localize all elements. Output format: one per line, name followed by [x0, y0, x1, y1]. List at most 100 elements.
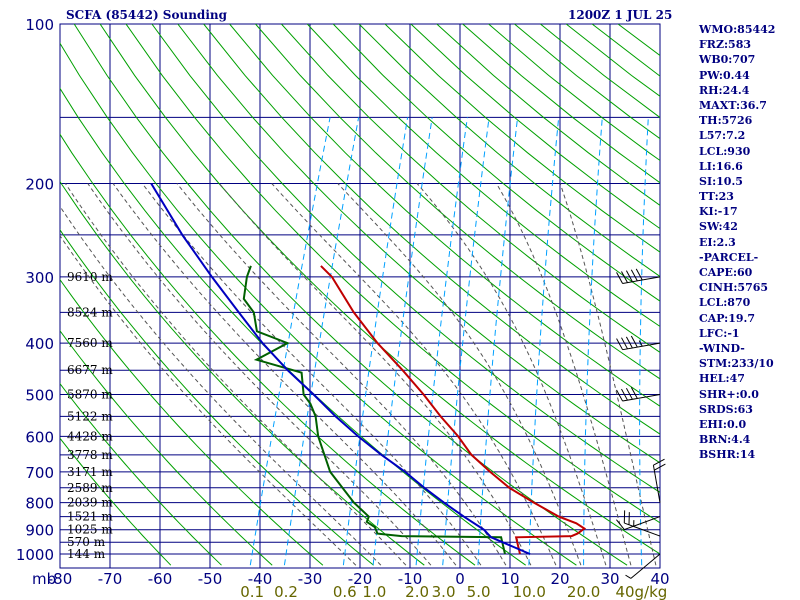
mixing-ratio-label: 0.1 [240, 583, 264, 600]
moist-adiabat-line [64, 183, 407, 566]
index-item: SI:10.5 [699, 174, 743, 188]
index-item: HEL:47 [699, 372, 745, 386]
dry-adiabat-line [125, 24, 660, 524]
wind-barb [616, 516, 661, 531]
moist-adiabat-line [559, 183, 657, 566]
height-label: 5870 m [67, 387, 113, 401]
height-label: 7560 m [67, 336, 113, 350]
wind-barb [625, 553, 661, 579]
height-label: 570 m [67, 535, 106, 549]
height-label: 9610 m [67, 270, 113, 284]
index-item: TH:5726 [699, 114, 753, 128]
moist-adiabat-line [87, 183, 432, 566]
moist-adiabat-line [496, 183, 632, 566]
index-item: TT:23 [699, 190, 734, 204]
temperature-tick-label: 30 [600, 570, 619, 588]
dry-adiabat-line [60, 437, 172, 566]
moist-adiabat-line [271, 183, 557, 566]
height-label: 3778 m [67, 448, 113, 462]
mixing-ratio-line [528, 117, 560, 566]
index-item: MAXT:36.7 [699, 98, 767, 112]
mixing-ratio-label: 5.0 [467, 583, 491, 600]
pressure-tick-label: 400 [25, 335, 54, 353]
height-label: 3171 m [67, 465, 113, 479]
station-title: SCFA (85442) Sounding [66, 8, 227, 22]
mixing-ratio-line [415, 117, 468, 566]
height-label: 8524 m [67, 305, 113, 319]
index-item: -WIND- [699, 341, 745, 355]
temperature-profile-line [320, 265, 587, 555]
moist-adiabat-line [337, 183, 582, 566]
index-item: WMO:85442 [699, 23, 776, 36]
index-item: EI:2.3 [699, 235, 736, 249]
height-label: 2589 m [67, 481, 113, 495]
mixing-ratio-line [442, 117, 490, 566]
height-label: 2039 m [67, 496, 113, 510]
index-item: -PARCEL- [699, 250, 759, 264]
dry-adiabat-line [203, 24, 660, 435]
dry-adiabat-line [99, 24, 660, 555]
dry-adiabat-line [60, 180, 425, 566]
moist-adiabat-line [141, 183, 482, 566]
dry-adiabat-line [177, 24, 660, 464]
sounding-profiles [150, 182, 587, 555]
index-item: SW:42 [699, 220, 738, 234]
moist-adiabat-line [176, 183, 507, 566]
pressure-tick-label: 700 [25, 464, 54, 482]
temperature-tick-label: -10 [398, 570, 423, 588]
mixing-ratio-label: 20.0 [567, 583, 600, 600]
temperature-tick-label: -40 [248, 570, 273, 588]
dry-adiabat-line [60, 278, 324, 566]
index-item: LCL:930 [699, 144, 751, 158]
index-item: LFC:-1 [699, 326, 740, 340]
index-item: RH:24.4 [699, 83, 750, 97]
parcel-profile-line [150, 182, 531, 555]
index-item: BSHR:14 [699, 448, 756, 462]
height-label: 144 m [67, 547, 106, 561]
pressure-tick-label: 800 [25, 495, 54, 513]
valid-time: 1200Z 1 JUL 25 [568, 8, 673, 22]
dry-adiabat-line [60, 133, 476, 566]
index-item: WB0:707 [699, 53, 756, 67]
index-item: CAPE:60 [699, 266, 753, 279]
temperature-tick-label: -60 [148, 570, 173, 588]
temperature-tick-label: -20 [348, 570, 373, 588]
mixing-ratio-line [342, 117, 409, 566]
mixing-ratio-label: 1.0 [362, 583, 386, 600]
height-label: 5122 m [67, 409, 113, 423]
pressure-tick-label: 200 [25, 176, 54, 194]
pressure-tick-label: 300 [25, 269, 54, 287]
moist-adiabat-line [218, 183, 532, 566]
wind-barb [616, 335, 661, 351]
dry-adiabat-line [358, 24, 660, 278]
moist-adiabat-line [60, 234, 357, 566]
temperature-tick-label: -50 [198, 570, 223, 588]
dry-adiabat-line [60, 42, 577, 566]
dry-adiabat-line [60, 228, 374, 566]
moist-adiabats [60, 183, 657, 566]
height-label: 1521 m [67, 510, 113, 524]
dry-adiabat-line [281, 24, 660, 353]
dry-adiabat-line [60, 87, 526, 566]
dry-adiabats [60, 24, 660, 566]
mixing-ratio-label: 3.0 [432, 583, 456, 600]
height-label: 4428 m [67, 429, 113, 443]
pressure-axis-unit: mb [32, 570, 56, 588]
index-item: PW:0.44 [699, 68, 750, 82]
temperature-tick-label: 20 [550, 570, 569, 588]
stability-indices-panel: WMO:85442 FRZ:583 WB0:707 PW:0.44 RH:24.4 MAX… [699, 22, 775, 462]
height-label: 1025 m [67, 523, 113, 537]
index-item: LCL:870 [699, 296, 751, 310]
dry-adiabat-line [151, 24, 660, 493]
index-item: KI:-17 [699, 205, 738, 219]
dewpoint-profile-line [242, 265, 506, 555]
mixing-ratio-label: 10.0 [513, 583, 546, 600]
mixing-ratio-line [639, 117, 649, 566]
pressure-tick-label: 900 [25, 522, 54, 540]
index-item: L57:7.2 [699, 129, 746, 143]
wind-barb [623, 510, 661, 537]
moist-adiabat-line [60, 205, 382, 566]
dry-adiabat-line [255, 24, 660, 380]
temperature-tick-label: 10 [500, 570, 519, 588]
